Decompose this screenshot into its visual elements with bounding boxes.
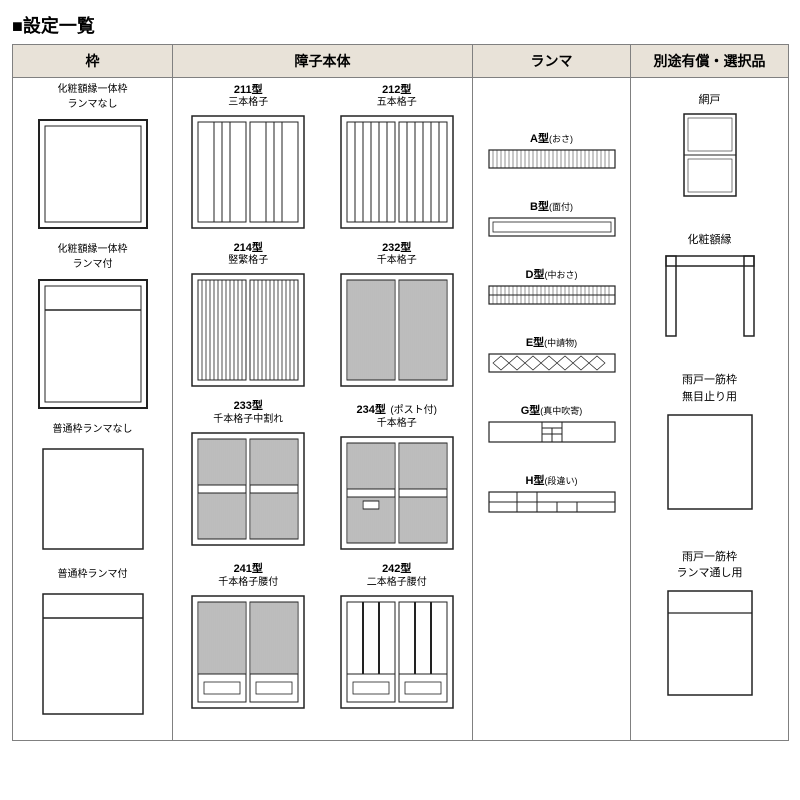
ranma-diagram — [487, 490, 617, 514]
shoji-item: 232型 千本格子 — [326, 242, 469, 390]
option-item: 網戸 — [635, 94, 784, 200]
shoji-item: 233型 千本格子中割れ — [177, 400, 320, 553]
shoji-model: 234型 — [357, 404, 386, 416]
shoji-diagram — [188, 429, 308, 549]
ranma-item: G型(真中吹寄) — [477, 402, 626, 444]
option-diagram — [660, 407, 760, 517]
ranma-diagram — [487, 352, 617, 374]
shoji-desc: 千本格子 — [377, 418, 417, 430]
shoji-item: 234型 (ポスト付) 千本格子 — [326, 400, 469, 553]
frame-item: 化粧額縁一体枠 ランマなし — [17, 84, 168, 234]
option-label-sub: ランマ通し用 — [677, 567, 743, 580]
shoji-desc: 三本格子 — [228, 97, 268, 109]
option-item: 化粧額縁 — [635, 234, 784, 340]
frame-label-main: 化粧額縁一体枠 — [58, 84, 128, 96]
ranma-label: H型(段違い) — [526, 472, 578, 488]
shoji-model: 241型 — [234, 563, 263, 576]
page-title: ■設定一覧 — [12, 12, 788, 38]
frame-item: 普通枠ランマ付 — [17, 569, 168, 724]
shoji-diagram — [337, 592, 457, 712]
ranma-diagram — [487, 420, 617, 444]
ranma-column: A型(おさ) B型(面付) D型(中おさ) E型(中請物) G型(真中吹寄) — [473, 78, 631, 741]
ranma-diagram — [487, 284, 617, 306]
ranma-diagram — [487, 148, 617, 170]
option-label: 網戸 — [699, 94, 721, 107]
option-diagram — [660, 583, 760, 703]
frame-column: 化粧額縁一体枠 ランマなし 化粧額縁一体枠 ランマ付 — [13, 78, 173, 741]
frame-diagram — [33, 114, 153, 234]
frame-item: 化粧額縁一体枠 ランマ付 — [17, 244, 168, 414]
shoji-model: 242型 — [382, 563, 411, 576]
shoji-model: 214型 — [234, 242, 263, 255]
shoji-diagram — [188, 270, 308, 390]
shoji-model: 211型 — [234, 84, 263, 97]
settings-table: 枠 障子本体 ランマ 別途有償・選択品 化粧額縁一体枠 ランマなし — [12, 44, 789, 741]
header-frame: 枠 — [13, 45, 173, 78]
option-column: 網戸 化粧額縁 雨戸一筋枠 無目止り用 雨戸一筋枠 ランマ通し用 — [631, 78, 789, 741]
ranma-item: D型(中おさ) — [477, 266, 626, 306]
shoji-desc: 千本格子腰付 — [218, 577, 278, 589]
ranma-label: E型(中請物) — [526, 334, 577, 350]
ranma-label: G型(真中吹寄) — [521, 402, 583, 418]
frame-label-sub: ランマ付 — [73, 259, 113, 271]
option-diagram — [680, 110, 740, 200]
shoji-diagram — [188, 112, 308, 232]
shoji-column: 211型 三本格子 212型 五本格子 — [173, 78, 473, 741]
header-option: 別途有償・選択品 — [631, 45, 789, 78]
frame-label-sub: ランマなし — [68, 99, 118, 111]
ranma-item: A型(おさ) — [477, 130, 626, 170]
shoji-desc: 千本格子 — [377, 255, 417, 267]
frame-item: 普通枠ランマなし — [17, 424, 168, 559]
ranma-item: B型(面付) — [477, 198, 626, 238]
option-item: 雨戸一筋枠 無目止り用 — [635, 374, 784, 516]
shoji-diagram — [337, 270, 457, 390]
shoji-model: 232型 — [382, 242, 411, 255]
option-label: 雨戸一筋枠 — [682, 551, 737, 564]
option-label: 雨戸一筋枠 — [682, 374, 737, 387]
option-diagram — [660, 250, 760, 340]
shoji-desc: 五本格子 — [377, 97, 417, 109]
shoji-diagram — [337, 112, 457, 232]
frame-label-main: 普通枠ランマなし — [53, 424, 133, 436]
shoji-diagram — [188, 592, 308, 712]
frame-diagram — [33, 584, 153, 724]
ranma-label: A型(おさ) — [530, 130, 573, 146]
ranma-label: D型(中おさ) — [526, 266, 578, 282]
shoji-suffix: (ポスト付) — [390, 405, 437, 416]
shoji-item: 242型 二本格子腰付 — [326, 563, 469, 711]
option-label: 化粧額縁 — [688, 234, 732, 247]
frame-diagram — [33, 439, 153, 559]
header-shoji: 障子本体 — [173, 45, 473, 78]
shoji-model: 233型 — [234, 400, 263, 413]
shoji-item: 214型 竪繁格子 — [177, 242, 320, 390]
shoji-item: 241型 千本格子腰付 — [177, 563, 320, 711]
option-item: 雨戸一筋枠 ランマ通し用 — [635, 551, 784, 703]
frame-label-main: 普通枠ランマ付 — [58, 569, 128, 581]
shoji-model: 212型 — [382, 84, 411, 97]
shoji-item: 212型 五本格子 — [326, 84, 469, 232]
shoji-item: 211型 三本格子 — [177, 84, 320, 232]
shoji-desc: 千本格子中割れ — [213, 414, 283, 426]
ranma-item: H型(段違い) — [477, 472, 626, 514]
ranma-item: E型(中請物) — [477, 334, 626, 374]
shoji-desc: 竪繁格子 — [228, 255, 268, 267]
ranma-diagram — [487, 216, 617, 238]
frame-diagram — [33, 274, 153, 414]
frame-label-main: 化粧額縁一体枠 — [58, 244, 128, 256]
shoji-diagram — [337, 433, 457, 553]
shoji-desc: 二本格子腰付 — [367, 577, 427, 589]
header-ranma: ランマ — [473, 45, 631, 78]
ranma-label: B型(面付) — [530, 198, 573, 214]
option-label-sub: 無目止り用 — [682, 391, 737, 404]
